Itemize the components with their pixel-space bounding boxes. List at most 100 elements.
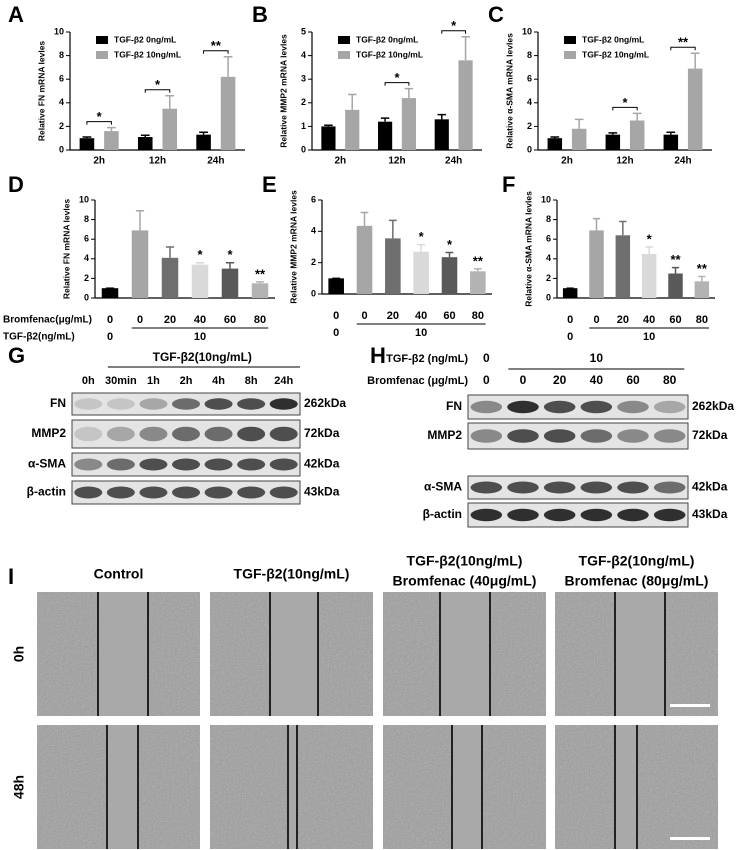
blot-band bbox=[507, 400, 539, 414]
condition-value: 0 bbox=[483, 351, 490, 365]
group-label: 10 bbox=[415, 327, 427, 339]
legend-swatch bbox=[338, 51, 350, 59]
x-tick-label: 0 bbox=[137, 314, 143, 326]
blot-row-label: MMP2 bbox=[427, 428, 462, 442]
group-label: 10 bbox=[194, 331, 206, 343]
error-bar bbox=[445, 251, 454, 258]
panel-label: E bbox=[262, 172, 277, 197]
panel-label: I bbox=[8, 564, 14, 589]
significance-label: * bbox=[155, 77, 161, 92]
bar bbox=[251, 283, 269, 298]
significance-label: * bbox=[419, 229, 425, 244]
significance-label: * bbox=[622, 95, 628, 110]
legend-label: TGF-β2 0ng/mL bbox=[114, 34, 176, 44]
error-bar bbox=[255, 281, 265, 284]
lane-label: 8h bbox=[245, 375, 258, 387]
significance-bracket bbox=[441, 30, 467, 34]
blot-band bbox=[106, 398, 135, 410]
error-bar bbox=[690, 52, 700, 69]
error-bar bbox=[461, 35, 470, 61]
x-tick-label: 0 bbox=[567, 314, 573, 326]
blot-band bbox=[580, 481, 613, 494]
x-tick-label: 40 bbox=[194, 314, 206, 326]
blot-size-label: 262kDa bbox=[692, 399, 734, 413]
y-tick-label: 8 bbox=[84, 214, 89, 224]
blot-band bbox=[139, 398, 168, 410]
bar bbox=[356, 225, 373, 294]
x-tick-label: 0 bbox=[107, 314, 113, 326]
blot-size-label: 43kDa bbox=[304, 485, 340, 499]
bar bbox=[571, 128, 587, 150]
scratch-gap bbox=[98, 592, 148, 716]
x-tick-label: 2h bbox=[93, 156, 105, 167]
error-bar bbox=[632, 112, 642, 121]
error-bar bbox=[225, 261, 235, 269]
blot-band bbox=[507, 508, 539, 522]
bar bbox=[687, 68, 703, 150]
x-tick-label: 12h bbox=[388, 156, 405, 167]
blot-strip bbox=[467, 394, 689, 420]
blot-band bbox=[237, 458, 266, 471]
scratch-gap bbox=[452, 725, 482, 849]
blot-band bbox=[653, 429, 686, 443]
blot-band bbox=[106, 458, 135, 471]
legend-swatch bbox=[564, 51, 576, 59]
y-axis-label: Relative MMP2 mRNA levles bbox=[278, 34, 288, 148]
blot-band bbox=[139, 486, 168, 499]
x-tick-label: 40 bbox=[415, 310, 427, 322]
error-bar bbox=[645, 246, 653, 254]
bar bbox=[79, 138, 95, 150]
y-tick-label: 6 bbox=[84, 234, 89, 244]
group-label: 0 bbox=[107, 331, 113, 343]
bar bbox=[441, 257, 458, 294]
lane-label: 1h bbox=[147, 375, 160, 387]
blot-band bbox=[653, 481, 686, 494]
bar bbox=[161, 257, 179, 298]
lane-label: 4h bbox=[212, 375, 225, 387]
blot-row-label: MMP2 bbox=[31, 426, 66, 440]
blot-band bbox=[204, 398, 233, 410]
column-title: Bromfenac (40μg/mL) bbox=[393, 573, 537, 589]
error-bar bbox=[574, 118, 584, 129]
x-tick-label: 12h bbox=[149, 156, 166, 167]
blot-band bbox=[139, 458, 168, 471]
condition-value: 60 bbox=[626, 373, 640, 387]
blot-band bbox=[543, 400, 576, 414]
blot-row-label: β-actin bbox=[27, 485, 66, 499]
error-bar bbox=[135, 210, 145, 231]
significance-bracket bbox=[144, 89, 171, 93]
group-label: 10 bbox=[643, 331, 655, 343]
error-bar bbox=[698, 275, 706, 282]
legend-swatch bbox=[96, 36, 108, 44]
x-tick-label: 12h bbox=[616, 156, 633, 167]
x-tick-label: 0 bbox=[361, 310, 367, 322]
error-bar bbox=[140, 134, 150, 138]
blot-band bbox=[543, 429, 576, 443]
condition-value: 0 bbox=[520, 373, 527, 387]
legend-swatch bbox=[96, 51, 108, 59]
y-tick-label: 0 bbox=[546, 292, 551, 302]
legend-swatch bbox=[564, 36, 576, 44]
y-tick-label: 0 bbox=[59, 144, 64, 154]
y-tick-label: 2 bbox=[311, 257, 316, 267]
legend-label: TGF-β2 10ng/mL bbox=[582, 49, 649, 59]
x-tick-label: 20 bbox=[617, 314, 629, 326]
x-tick-label: 2h bbox=[334, 156, 346, 167]
blot-band bbox=[204, 486, 233, 499]
y-tick-label: 4 bbox=[546, 253, 551, 263]
bar bbox=[668, 273, 683, 298]
y-axis-label: Relative FN mRNA levles bbox=[61, 199, 71, 300]
bar bbox=[101, 288, 119, 298]
x-tick-label: 40 bbox=[643, 314, 655, 326]
column-title: Bromfenac (80μg/mL) bbox=[565, 573, 709, 589]
row-label: Bromfenac(μg/mL) bbox=[3, 315, 92, 326]
blot-band bbox=[470, 481, 503, 494]
blot-band bbox=[139, 426, 168, 442]
bar bbox=[104, 131, 119, 150]
panel-label: D bbox=[8, 172, 24, 197]
scratch-gap bbox=[270, 592, 318, 716]
bar bbox=[605, 134, 621, 150]
x-tick-label: 60 bbox=[669, 314, 681, 326]
significance-label: ** bbox=[255, 266, 266, 281]
